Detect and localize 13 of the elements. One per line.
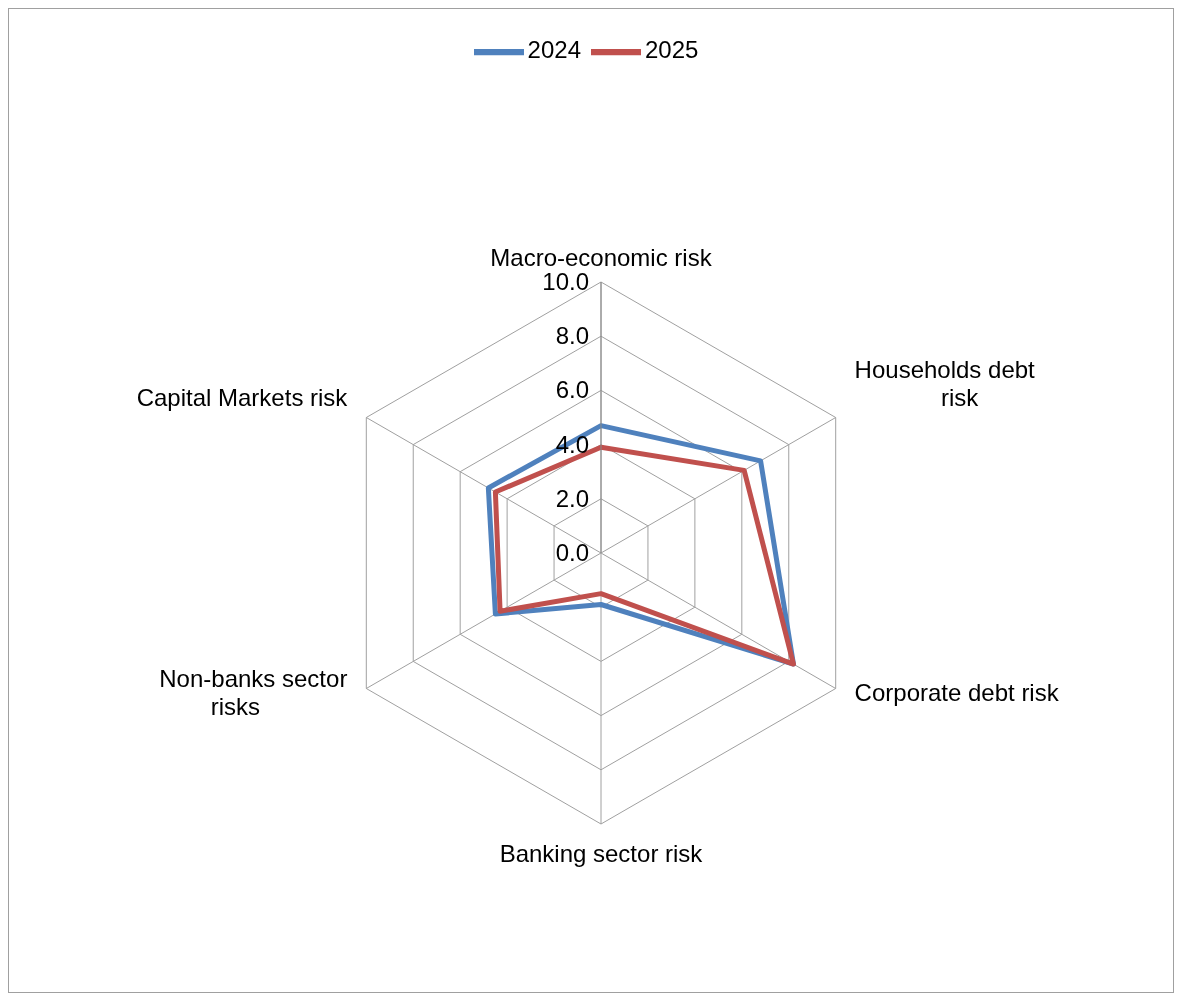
y-tick-label: 8.0 [555, 322, 589, 350]
y-tick-label: 6.0 [555, 376, 589, 404]
spoke-label: Banking sector risk [499, 840, 704, 867]
y-tick-label: 0.0 [555, 539, 589, 566]
legend-label: 2025 [645, 36, 699, 64]
spoke-label: Corporate debt risk [854, 678, 1060, 706]
spoke-label: Households debt risk [854, 355, 1036, 411]
y-tick-label: 10.0 [542, 268, 589, 295]
spoke-label: Non-banks sector risks [159, 664, 348, 720]
spoke-label: Capital Markets risk [136, 383, 349, 411]
y-tick-label: 2.0 [555, 484, 589, 512]
legend-label: 2024 [527, 36, 581, 64]
spoke-label: Macro-economic risk [490, 244, 713, 271]
